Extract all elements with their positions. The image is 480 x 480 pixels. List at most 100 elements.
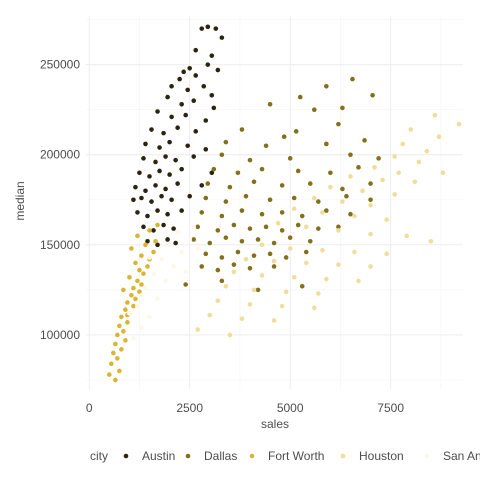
data-point — [115, 356, 120, 361]
data-point — [183, 112, 188, 118]
data-point — [139, 282, 144, 287]
data-point — [121, 287, 126, 293]
data-point — [131, 303, 136, 309]
data-point — [416, 159, 422, 165]
data-point — [147, 174, 152, 179]
data-point — [163, 154, 168, 159]
data-point — [259, 166, 265, 172]
data-point — [320, 210, 325, 215]
data-point — [456, 121, 462, 127]
y-tick-label: 150000 — [40, 238, 80, 252]
y-axis-tick-labels: 100000 150000 200000 250000 — [40, 58, 80, 342]
x-axis-tick-labels: 0 2500 5000 7500 — [86, 401, 404, 415]
data-point — [169, 83, 174, 89]
data-point — [316, 226, 321, 231]
data-point — [165, 211, 170, 217]
data-point — [320, 247, 325, 253]
data-point — [183, 269, 188, 275]
series-san-antonio — [127, 224, 201, 341]
data-point — [271, 264, 277, 269]
data-point — [311, 305, 317, 311]
data-point — [340, 199, 345, 204]
data-point — [167, 242, 172, 248]
data-point — [368, 181, 373, 186]
data-point — [175, 229, 180, 235]
legend-label: San Antonio — [443, 449, 480, 463]
data-point — [223, 235, 229, 240]
data-point — [440, 170, 446, 176]
data-point — [239, 316, 245, 322]
data-point — [263, 143, 269, 149]
data-point — [299, 213, 305, 219]
data-point — [117, 368, 122, 374]
x-tick-label: 2500 — [176, 401, 203, 415]
data-point — [215, 67, 221, 73]
legend-label: Fort Worth — [268, 449, 324, 463]
data-point — [143, 285, 148, 291]
data-point — [169, 114, 174, 120]
data-point — [291, 195, 297, 201]
series-dallas — [183, 76, 381, 293]
data-point — [219, 278, 225, 284]
data-point — [348, 174, 353, 179]
data-point — [157, 145, 162, 150]
data-point — [155, 208, 160, 213]
data-point — [243, 256, 249, 262]
data-point — [279, 183, 285, 188]
data-point — [195, 246, 201, 251]
data-point — [195, 224, 201, 230]
data-point — [392, 192, 397, 197]
legend-key-fort-worth — [249, 453, 255, 459]
data-point — [311, 107, 317, 113]
y-tick-label: 250000 — [40, 58, 80, 72]
data-point — [115, 332, 120, 338]
data-point — [159, 256, 164, 262]
data-point — [293, 129, 299, 134]
data-point — [187, 237, 192, 242]
data-point — [205, 24, 211, 30]
data-point — [127, 274, 132, 280]
data-point — [205, 181, 211, 186]
data-point — [352, 249, 357, 255]
data-point — [295, 222, 301, 228]
legend-title: city — [90, 449, 108, 463]
data-point — [137, 170, 142, 176]
data-point — [283, 255, 289, 260]
data-point — [348, 152, 353, 158]
data-point — [360, 188, 365, 194]
data-point — [151, 228, 156, 233]
data-point — [179, 166, 184, 172]
data-point — [324, 276, 329, 282]
data-point — [129, 292, 134, 298]
data-point — [177, 76, 182, 82]
data-point — [295, 168, 301, 174]
data-point — [171, 226, 176, 231]
legend-key-houston — [340, 453, 346, 459]
data-point — [135, 233, 140, 239]
data-point — [428, 238, 434, 244]
data-point — [350, 76, 355, 82]
data-point — [113, 341, 118, 347]
data-point — [432, 112, 438, 118]
data-point — [127, 311, 132, 316]
data-point — [179, 101, 184, 107]
data-point — [133, 260, 138, 266]
data-point — [384, 251, 389, 257]
data-point — [167, 172, 172, 177]
data-point — [255, 237, 261, 242]
data-point — [153, 183, 158, 188]
data-point — [368, 202, 373, 208]
data-point — [149, 127, 154, 132]
data-point — [151, 249, 156, 255]
data-point — [123, 307, 128, 313]
series-fort-worth — [107, 222, 160, 383]
data-point — [392, 154, 397, 159]
data-point — [279, 210, 285, 215]
data-point — [303, 249, 309, 255]
data-point — [384, 217, 389, 222]
data-point — [275, 220, 281, 226]
legend-key-san-antonio — [424, 453, 430, 459]
data-point — [155, 222, 160, 228]
data-point — [311, 195, 317, 201]
